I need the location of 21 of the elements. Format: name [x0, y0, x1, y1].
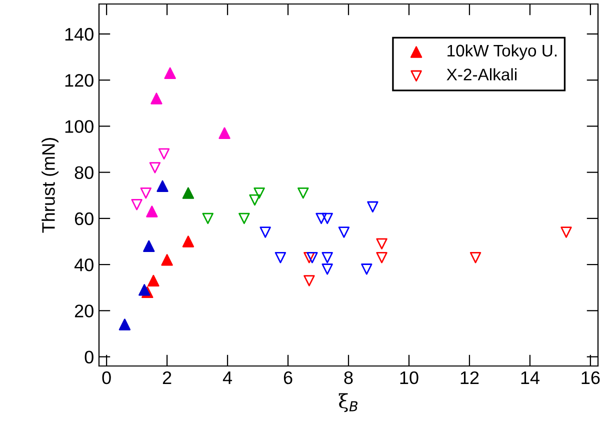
y-tick-label: 60 [74, 212, 94, 226]
x-tick-label: 8 [344, 371, 353, 384]
x-tick-label: 12 [460, 371, 479, 384]
x-tick-label: 14 [521, 372, 540, 384]
y-tick-label: 120 [65, 74, 94, 87]
x-tick-label: 16 [582, 371, 600, 384]
x-tick-label: 0 [102, 371, 111, 384]
y-tick-label: 100 [65, 120, 94, 133]
legend-label: X-2-Alkali [446, 68, 516, 80]
y-tick-label: 80 [74, 166, 94, 180]
x-tick-label: 4 [222, 372, 232, 384]
y-tick-label: 40 [74, 258, 94, 272]
y-tick-label: 0 [84, 350, 94, 364]
x-tick-label: 6 [284, 371, 292, 384]
x-tick-label: 10 [400, 371, 418, 384]
y-tick-label: 140 [65, 28, 94, 41]
legend-label: 10kW Tokyo U. [448, 44, 557, 60]
y-axis-title: Thrust (mN) [42, 138, 58, 233]
x-tick-label: 2 [162, 371, 172, 384]
y-tick-label: 20 [74, 304, 94, 318]
x-axis-title: ξ$_{B}$ [338, 393, 358, 412]
